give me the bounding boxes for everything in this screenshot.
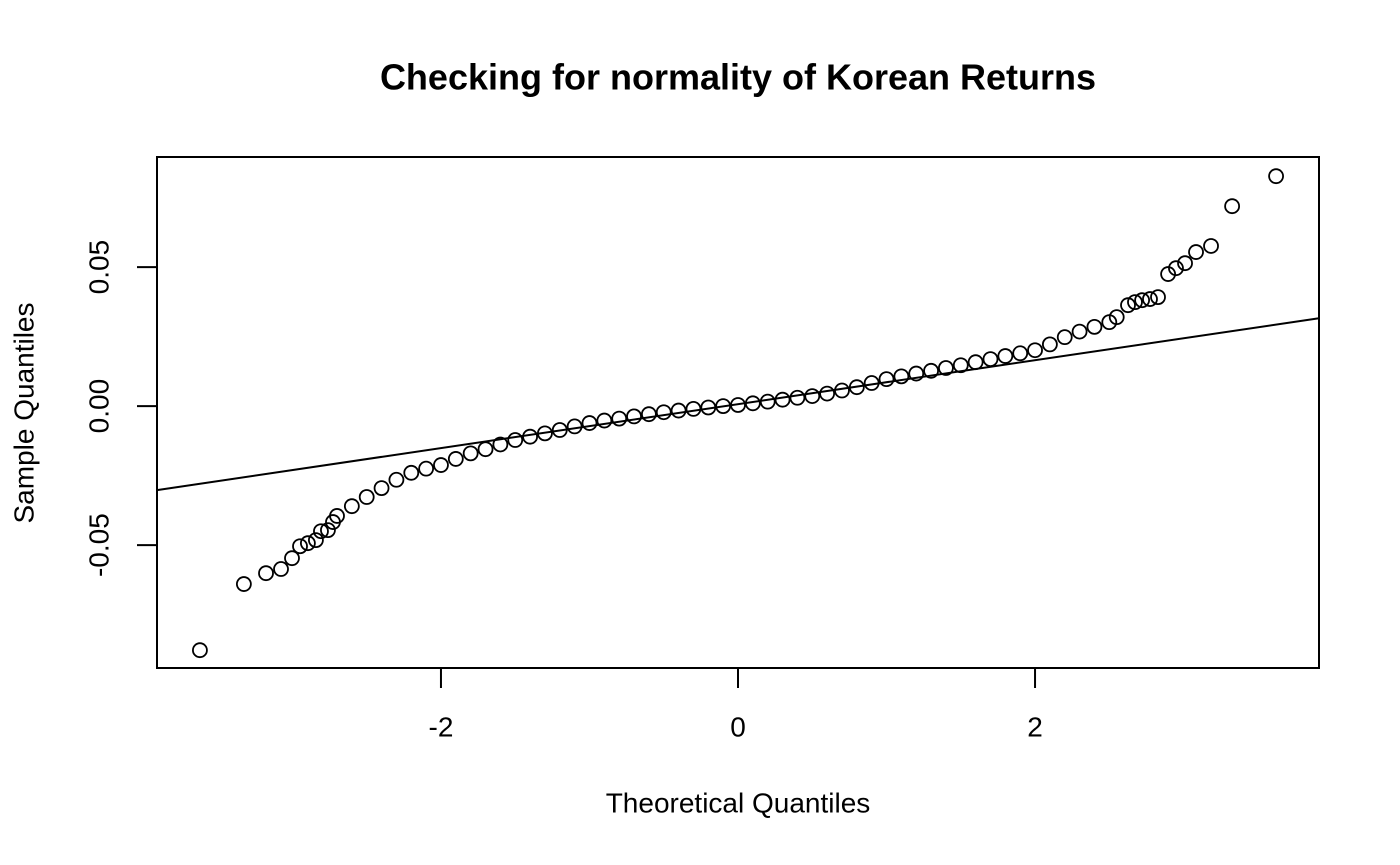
point bbox=[1150, 289, 1166, 306]
reference-line bbox=[156, 317, 1320, 492]
x-axis-label: Theoretical Quantiles bbox=[606, 787, 871, 818]
point bbox=[522, 428, 538, 445]
point bbox=[700, 399, 717, 416]
point bbox=[952, 357, 969, 374]
point bbox=[308, 532, 324, 549]
point bbox=[596, 412, 613, 429]
point bbox=[477, 441, 494, 458]
point bbox=[1160, 266, 1177, 282]
point bbox=[1041, 336, 1058, 353]
point bbox=[299, 535, 316, 552]
point bbox=[1134, 292, 1151, 309]
point bbox=[774, 391, 791, 408]
x-tick-label: -2 bbox=[429, 711, 454, 742]
y-tick-label: -0.05 bbox=[83, 513, 114, 577]
point bbox=[1086, 318, 1103, 335]
point bbox=[462, 445, 479, 462]
point bbox=[730, 397, 746, 413]
point bbox=[273, 561, 289, 577]
point bbox=[284, 550, 300, 567]
point bbox=[1177, 255, 1193, 272]
point bbox=[258, 565, 274, 582]
point bbox=[611, 410, 628, 427]
point bbox=[819, 385, 836, 402]
x-tick-label: 2 bbox=[1027, 711, 1043, 742]
point bbox=[923, 362, 939, 379]
point bbox=[1027, 342, 1043, 359]
point bbox=[1188, 244, 1204, 260]
point bbox=[433, 457, 449, 473]
point bbox=[418, 460, 435, 477]
point bbox=[804, 388, 821, 404]
point bbox=[982, 351, 999, 368]
point bbox=[1127, 294, 1143, 311]
x-tick-label: 0 bbox=[730, 711, 746, 742]
point bbox=[373, 480, 390, 497]
point bbox=[447, 451, 464, 467]
point bbox=[655, 404, 672, 421]
point bbox=[938, 360, 954, 376]
y-tick-label: 0.05 bbox=[83, 240, 114, 295]
point bbox=[715, 398, 732, 415]
point bbox=[1142, 291, 1158, 307]
point bbox=[1071, 323, 1088, 340]
point bbox=[1168, 260, 1184, 277]
point bbox=[1056, 329, 1073, 346]
point bbox=[967, 354, 984, 371]
point bbox=[670, 402, 687, 419]
point bbox=[834, 382, 850, 399]
point bbox=[997, 348, 1014, 364]
point bbox=[640, 406, 657, 423]
y-tick-label: 0.00 bbox=[83, 379, 114, 434]
point bbox=[320, 522, 336, 539]
point bbox=[626, 408, 642, 425]
point bbox=[1203, 238, 1219, 254]
point bbox=[581, 415, 598, 431]
point bbox=[1224, 198, 1241, 215]
point bbox=[759, 393, 776, 410]
point bbox=[235, 576, 252, 592]
point bbox=[343, 498, 360, 515]
point bbox=[492, 436, 509, 453]
point bbox=[292, 538, 308, 555]
point bbox=[388, 471, 405, 488]
point bbox=[329, 508, 345, 524]
point bbox=[1268, 168, 1284, 185]
point bbox=[908, 365, 925, 382]
y-axis-label: Sample Quantiles bbox=[8, 302, 39, 523]
point bbox=[313, 523, 329, 540]
point bbox=[878, 371, 895, 388]
point bbox=[863, 375, 880, 391]
chart-title: Checking for normality of Korean Returns bbox=[380, 57, 1096, 98]
point bbox=[1012, 345, 1029, 362]
point bbox=[1108, 309, 1125, 326]
point bbox=[566, 418, 583, 435]
point bbox=[1120, 297, 1136, 314]
point bbox=[744, 395, 761, 412]
point bbox=[358, 489, 375, 505]
point bbox=[507, 432, 524, 448]
point bbox=[551, 422, 568, 438]
point bbox=[893, 368, 910, 385]
point bbox=[789, 389, 806, 406]
point bbox=[192, 642, 208, 659]
point bbox=[848, 379, 865, 396]
point bbox=[537, 425, 553, 442]
point bbox=[685, 400, 702, 417]
point bbox=[403, 464, 420, 481]
